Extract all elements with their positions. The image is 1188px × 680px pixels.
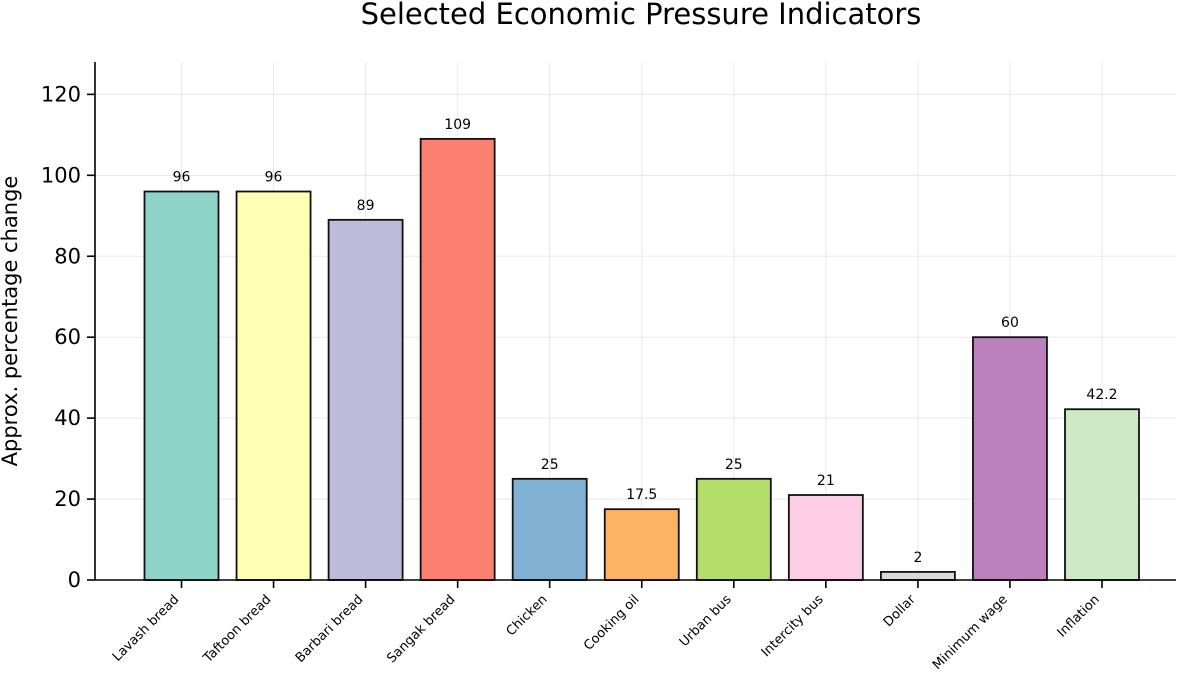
bar [880,571,956,581]
data-label: 109 [444,117,471,133]
data-label: 42.2 [1086,387,1117,403]
y-tick-label: 60 [54,325,81,349]
bar [1064,408,1140,581]
x-tick-label: Lavash bread [110,592,183,665]
y-tick-label: 20 [54,487,81,511]
data-label: 25 [541,457,559,473]
data-label: 2 [913,550,922,566]
data-label: 21 [817,473,835,489]
x-tick-label: Urban bus [677,592,735,650]
bar [972,336,1048,581]
chart-title: Selected Economic Pressure Indicators [361,0,922,31]
bars [143,137,1140,581]
y-tick-label: 80 [54,244,81,268]
data-label: 96 [265,170,283,186]
bar [787,494,864,581]
bar [603,508,680,581]
y-ticks: 0 20 40 60 80 100 120 [41,82,95,592]
x-tick-label: Chicken [504,592,551,639]
x-tick-label: Dollar [881,592,919,630]
y-tick-label: 40 [54,406,81,430]
bar [511,477,588,581]
y-tick-label: 120 [41,82,81,106]
y-tick-label: 100 [41,163,81,187]
bar [419,137,496,581]
data-label: 17.5 [626,487,657,503]
bar [695,477,772,581]
bar [235,190,312,581]
data-label: 25 [725,457,743,473]
data-label: 60 [1001,315,1019,331]
data-label: 96 [173,170,191,186]
x-tick-label: Intercity bus [759,592,827,660]
x-ticks: Lavash bread Taftoon bread Barbari bread Sa… [110,580,1103,673]
bar [143,190,220,581]
x-tick-label: Minimum wage [930,592,1011,673]
data-labels: 96 96 89 109 25 17.5 25 21 2 60 42.2 [173,117,1118,566]
x-tick-label: Taftoon bread [200,592,274,666]
x-tick-label: Inflation [1055,592,1103,640]
y-tick-label: 0 [68,568,81,592]
x-tick-label: Cooking oil [581,592,642,653]
bar [327,218,404,581]
x-tick-label: Barbari bread [293,592,367,666]
axes [94,62,1176,581]
x-tick-label: Sangak bread [384,592,458,666]
data-label: 89 [357,198,375,214]
y-axis-label: Approx. percentage change [0,176,22,467]
